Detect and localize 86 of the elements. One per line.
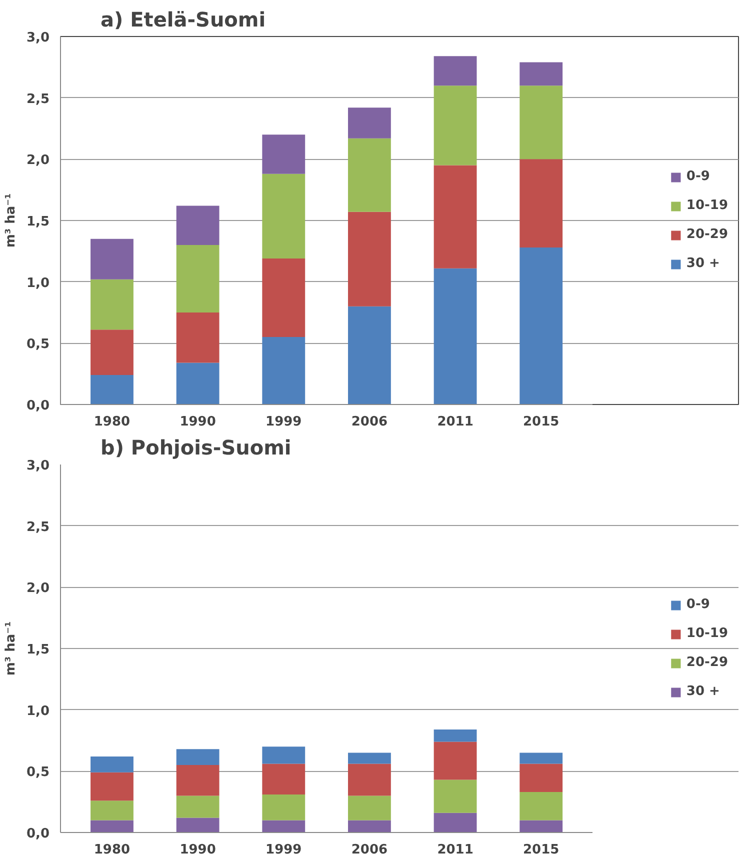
bar bbox=[348, 138, 391, 212]
y-tick-label: 1,0 bbox=[26, 704, 50, 719]
bar bbox=[262, 794, 306, 820]
bar bbox=[520, 159, 563, 248]
bar bbox=[176, 765, 220, 796]
bar bbox=[176, 312, 220, 363]
bar bbox=[520, 86, 563, 160]
bar bbox=[520, 792, 563, 820]
x-tick-label: 1999 bbox=[266, 842, 302, 858]
bar bbox=[262, 174, 306, 259]
bar bbox=[434, 812, 477, 832]
bar bbox=[520, 764, 563, 792]
bar bbox=[90, 330, 134, 376]
y-tick-label: 1,5 bbox=[26, 214, 50, 230]
bar bbox=[520, 752, 563, 764]
bar bbox=[348, 820, 391, 832]
y-tick-label: 1,0 bbox=[26, 276, 50, 291]
bar bbox=[434, 268, 477, 404]
y-tick-label: 2,5 bbox=[26, 92, 50, 107]
bar bbox=[434, 56, 477, 86]
bar bbox=[348, 212, 391, 306]
bar bbox=[520, 62, 563, 86]
bar bbox=[262, 337, 306, 404]
legend-label: 30 + bbox=[686, 684, 720, 699]
y-tick-label: 3,0 bbox=[26, 458, 50, 474]
x-tick-label: 2006 bbox=[351, 414, 388, 430]
x-tick-label: 2015 bbox=[523, 842, 560, 858]
bar bbox=[348, 108, 391, 138]
bar bbox=[176, 749, 220, 766]
y-tick-label: 3,0 bbox=[26, 30, 50, 46]
chart-title: b) Pohjois-Suomi bbox=[100, 436, 292, 460]
bar bbox=[176, 206, 220, 246]
legend-label: 20-29 bbox=[686, 655, 728, 670]
x-tick-label: 2006 bbox=[351, 842, 388, 858]
legend-label: 20-29 bbox=[686, 227, 728, 242]
bar bbox=[434, 742, 477, 780]
y-tick-label: 0,5 bbox=[26, 765, 50, 780]
bar bbox=[176, 362, 220, 404]
bar bbox=[434, 729, 477, 742]
bar bbox=[262, 820, 306, 832]
chart-title: a) Etelä-Suomi bbox=[100, 8, 266, 32]
bar bbox=[348, 306, 391, 404]
bar bbox=[176, 818, 220, 832]
bar bbox=[262, 764, 306, 794]
y-tick-label: 2,0 bbox=[26, 581, 50, 596]
bar bbox=[434, 86, 477, 166]
legend-label: 10-19 bbox=[686, 626, 728, 641]
y-tick-label: 2,5 bbox=[26, 520, 50, 535]
bar bbox=[348, 796, 391, 820]
y-tick-label: 0,5 bbox=[26, 337, 50, 352]
bar bbox=[90, 375, 134, 404]
bar bbox=[90, 279, 134, 330]
y-axis-title: m³ ha⁻¹ bbox=[3, 193, 18, 248]
bar bbox=[262, 258, 306, 338]
bar bbox=[434, 780, 477, 813]
bar bbox=[90, 800, 134, 820]
bar bbox=[520, 820, 563, 832]
bar bbox=[90, 820, 134, 832]
bar bbox=[434, 165, 477, 268]
y-tick-label: 1,5 bbox=[26, 642, 50, 658]
bar bbox=[90, 772, 134, 801]
legend-label: 10-19 bbox=[686, 198, 728, 213]
x-tick-label: 1980 bbox=[94, 842, 130, 858]
y-tick-label: 2,0 bbox=[26, 153, 50, 168]
y-tick-label: 0,0 bbox=[26, 826, 50, 842]
x-tick-label: 1990 bbox=[180, 842, 216, 858]
bar bbox=[262, 746, 306, 764]
x-tick-label: 1980 bbox=[94, 414, 130, 430]
bar bbox=[176, 245, 220, 312]
y-axis-title: m³ ha⁻¹ bbox=[3, 621, 18, 676]
legend-label: 0-9 bbox=[686, 597, 710, 612]
legend-label: 0-9 bbox=[686, 169, 710, 184]
legend-label: 30 + bbox=[686, 256, 720, 271]
bar bbox=[348, 752, 391, 764]
x-tick-label: 2011 bbox=[437, 842, 474, 858]
y-tick-label: 0,0 bbox=[26, 398, 50, 414]
bar bbox=[348, 764, 391, 796]
bar bbox=[176, 796, 220, 818]
x-tick-label: 1990 bbox=[180, 414, 216, 430]
bar bbox=[90, 238, 134, 280]
x-tick-label: 2011 bbox=[437, 414, 474, 430]
bar bbox=[262, 134, 306, 174]
x-tick-label: 2015 bbox=[523, 414, 560, 430]
x-tick-label: 1999 bbox=[266, 414, 302, 430]
bar bbox=[90, 756, 134, 772]
bar bbox=[520, 247, 563, 404]
